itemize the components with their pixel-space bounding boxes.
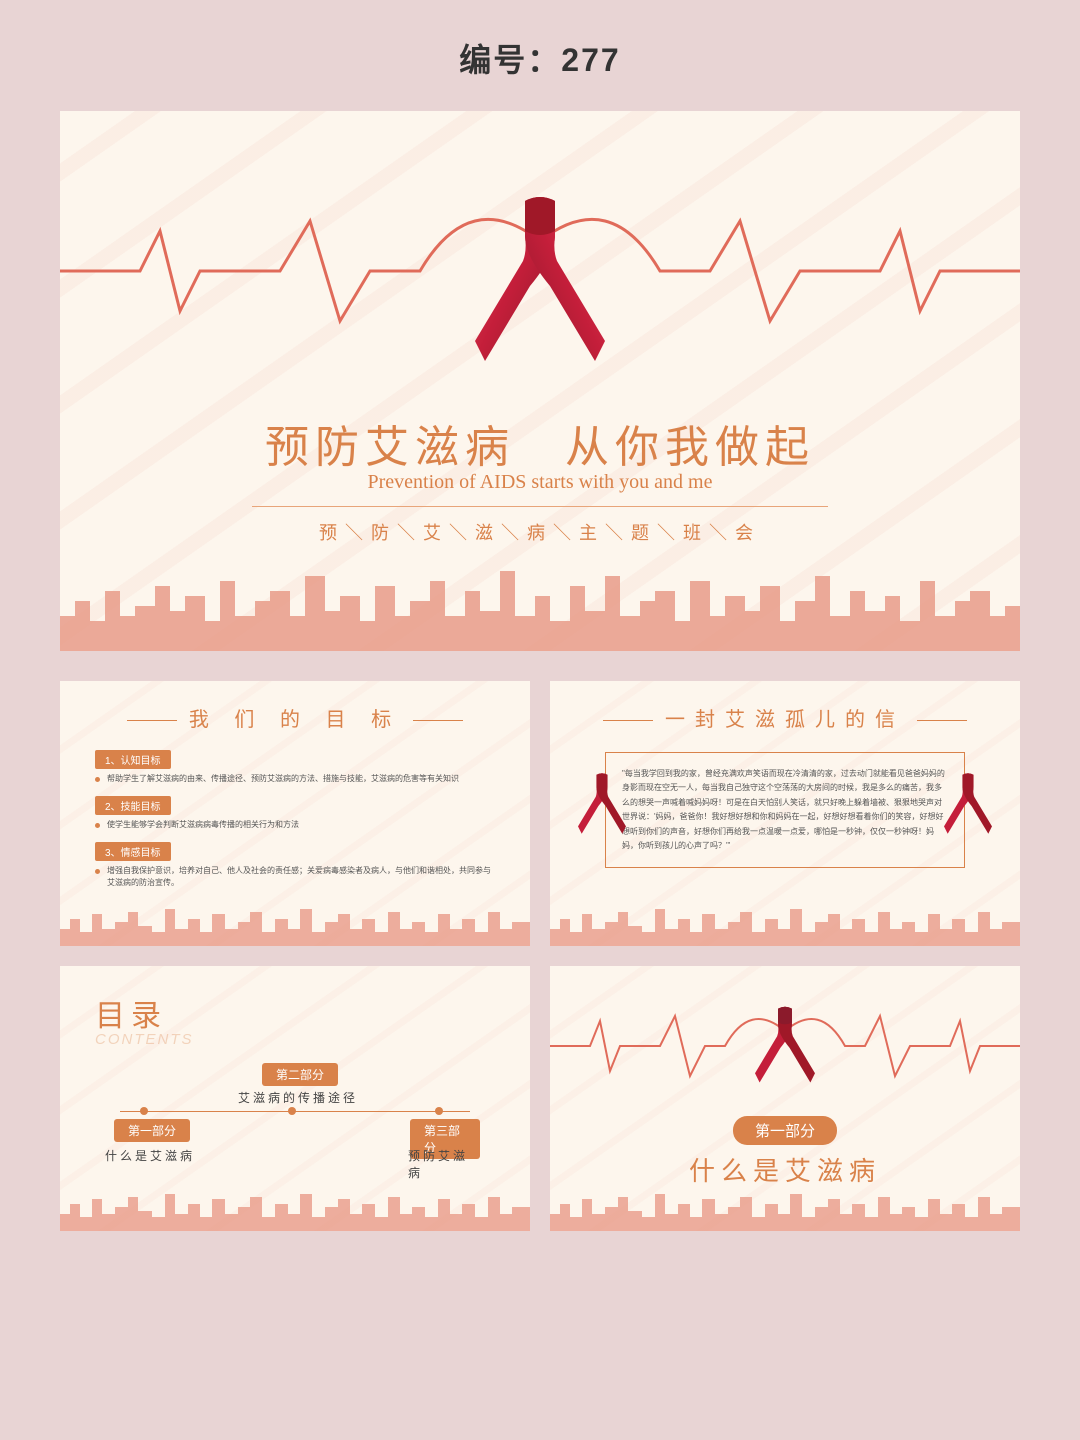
goal-text: 增强自我保护意识，培养对自己、他人及社会的责任感；关爱病毒感染者及病人，与他们和… — [95, 865, 495, 891]
goal-tag: 1、认知目标 — [95, 750, 171, 769]
goal-tag: 2、技能目标 — [95, 796, 171, 815]
slide-letter: 一封艾滋孤儿的信 "每当我学回到我的家，曾经充满欢声笑语而现在冷清清的家，过去动… — [550, 681, 1020, 946]
main-slide: 预防艾滋病 从你我做起 Prevention of AIDS starts wi… — [60, 111, 1020, 651]
toc-node — [140, 1107, 148, 1115]
red-ribbon-icon — [755, 1004, 815, 1089]
toc-text: 什么是艾滋病 — [105, 1147, 195, 1164]
slide-goals: 我 们 的 目 标 1、认知目标 帮助学生了解艾滋病的由来、传播途径、预防艾滋病… — [60, 681, 530, 946]
slide-title: 一封艾滋孤儿的信 — [550, 681, 1020, 732]
goal-tag: 3、情感目标 — [95, 842, 171, 861]
slides-grid: 我 们 的 目 标 1、认知目标 帮助学生了解艾滋病的由来、传播途径、预防艾滋病… — [60, 681, 1020, 1231]
cityscape — [60, 904, 530, 946]
cityscape — [60, 566, 1020, 651]
cityscape — [550, 1189, 1020, 1231]
toc-title-cn: 目录 — [95, 991, 194, 1035]
toc-text: 预防艾滋病 — [408, 1147, 480, 1181]
goal-text: 使学生能够学会判断艾滋病病毒传播的相关行为和方法 — [95, 819, 495, 832]
goal-item: 2、技能目标 使学生能够学会判断艾滋病病毒传播的相关行为和方法 — [95, 796, 495, 832]
goal-item: 1、认知目标 帮助学生了解艾滋病的由来、传播途径、预防艾滋病的方法、措施与技能，… — [95, 750, 495, 786]
toc-tag: 第一部分 — [114, 1119, 190, 1142]
red-ribbon-icon — [578, 771, 626, 841]
red-ribbon-icon — [944, 771, 992, 841]
toc-node — [435, 1107, 443, 1115]
main-title: 预防艾滋病 从你我做起 — [60, 411, 1020, 475]
section-title: 什么是艾滋病 — [550, 1151, 1020, 1188]
toc-node — [288, 1107, 296, 1115]
toc-title-en: CONTENTS — [95, 1031, 194, 1048]
cityscape — [550, 904, 1020, 946]
main-subtitle: Prevention of AIDS starts with you and m… — [60, 471, 1020, 494]
toc-tag: 第二部分 — [262, 1063, 338, 1086]
red-ribbon-icon — [475, 191, 605, 371]
toc-text: 艾滋病的传播途径 — [238, 1089, 358, 1106]
slide-title: 我 们 的 目 标 — [60, 681, 530, 732]
goals-list: 1、认知目标 帮助学生了解艾滋病的由来、传播途径、预防艾滋病的方法、措施与技能，… — [60, 732, 530, 890]
slide-section-1: 第一部分 什么是艾滋病 — [550, 966, 1020, 1231]
goal-item: 3、情感目标 增强自我保护意识，培养对自己、他人及社会的责任感；关爱病毒感染者及… — [95, 842, 495, 891]
goal-text: 帮助学生了解艾滋病的由来、传播途径、预防艾滋病的方法、措施与技能，艾滋病的危害等… — [95, 773, 495, 786]
slide-toc: 目录 CONTENTS 第一部分 什么是艾滋病 第二部分 艾滋病的传播途径 第三… — [60, 966, 530, 1231]
letter-body: "每当我学回到我的家，曾经充满欢声笑语而现在冷清清的家，过去动门就能看见爸爸妈妈… — [605, 752, 965, 868]
divider — [252, 506, 828, 507]
page-title: 编号：277 — [0, 20, 1080, 111]
section-tag: 第一部分 — [733, 1116, 837, 1145]
main-tagline: 预＼防＼艾＼滋＼病＼主＼题＼班＼会 — [60, 519, 1020, 545]
toc-title: 目录 CONTENTS — [95, 991, 194, 1048]
cityscape — [60, 1189, 530, 1231]
